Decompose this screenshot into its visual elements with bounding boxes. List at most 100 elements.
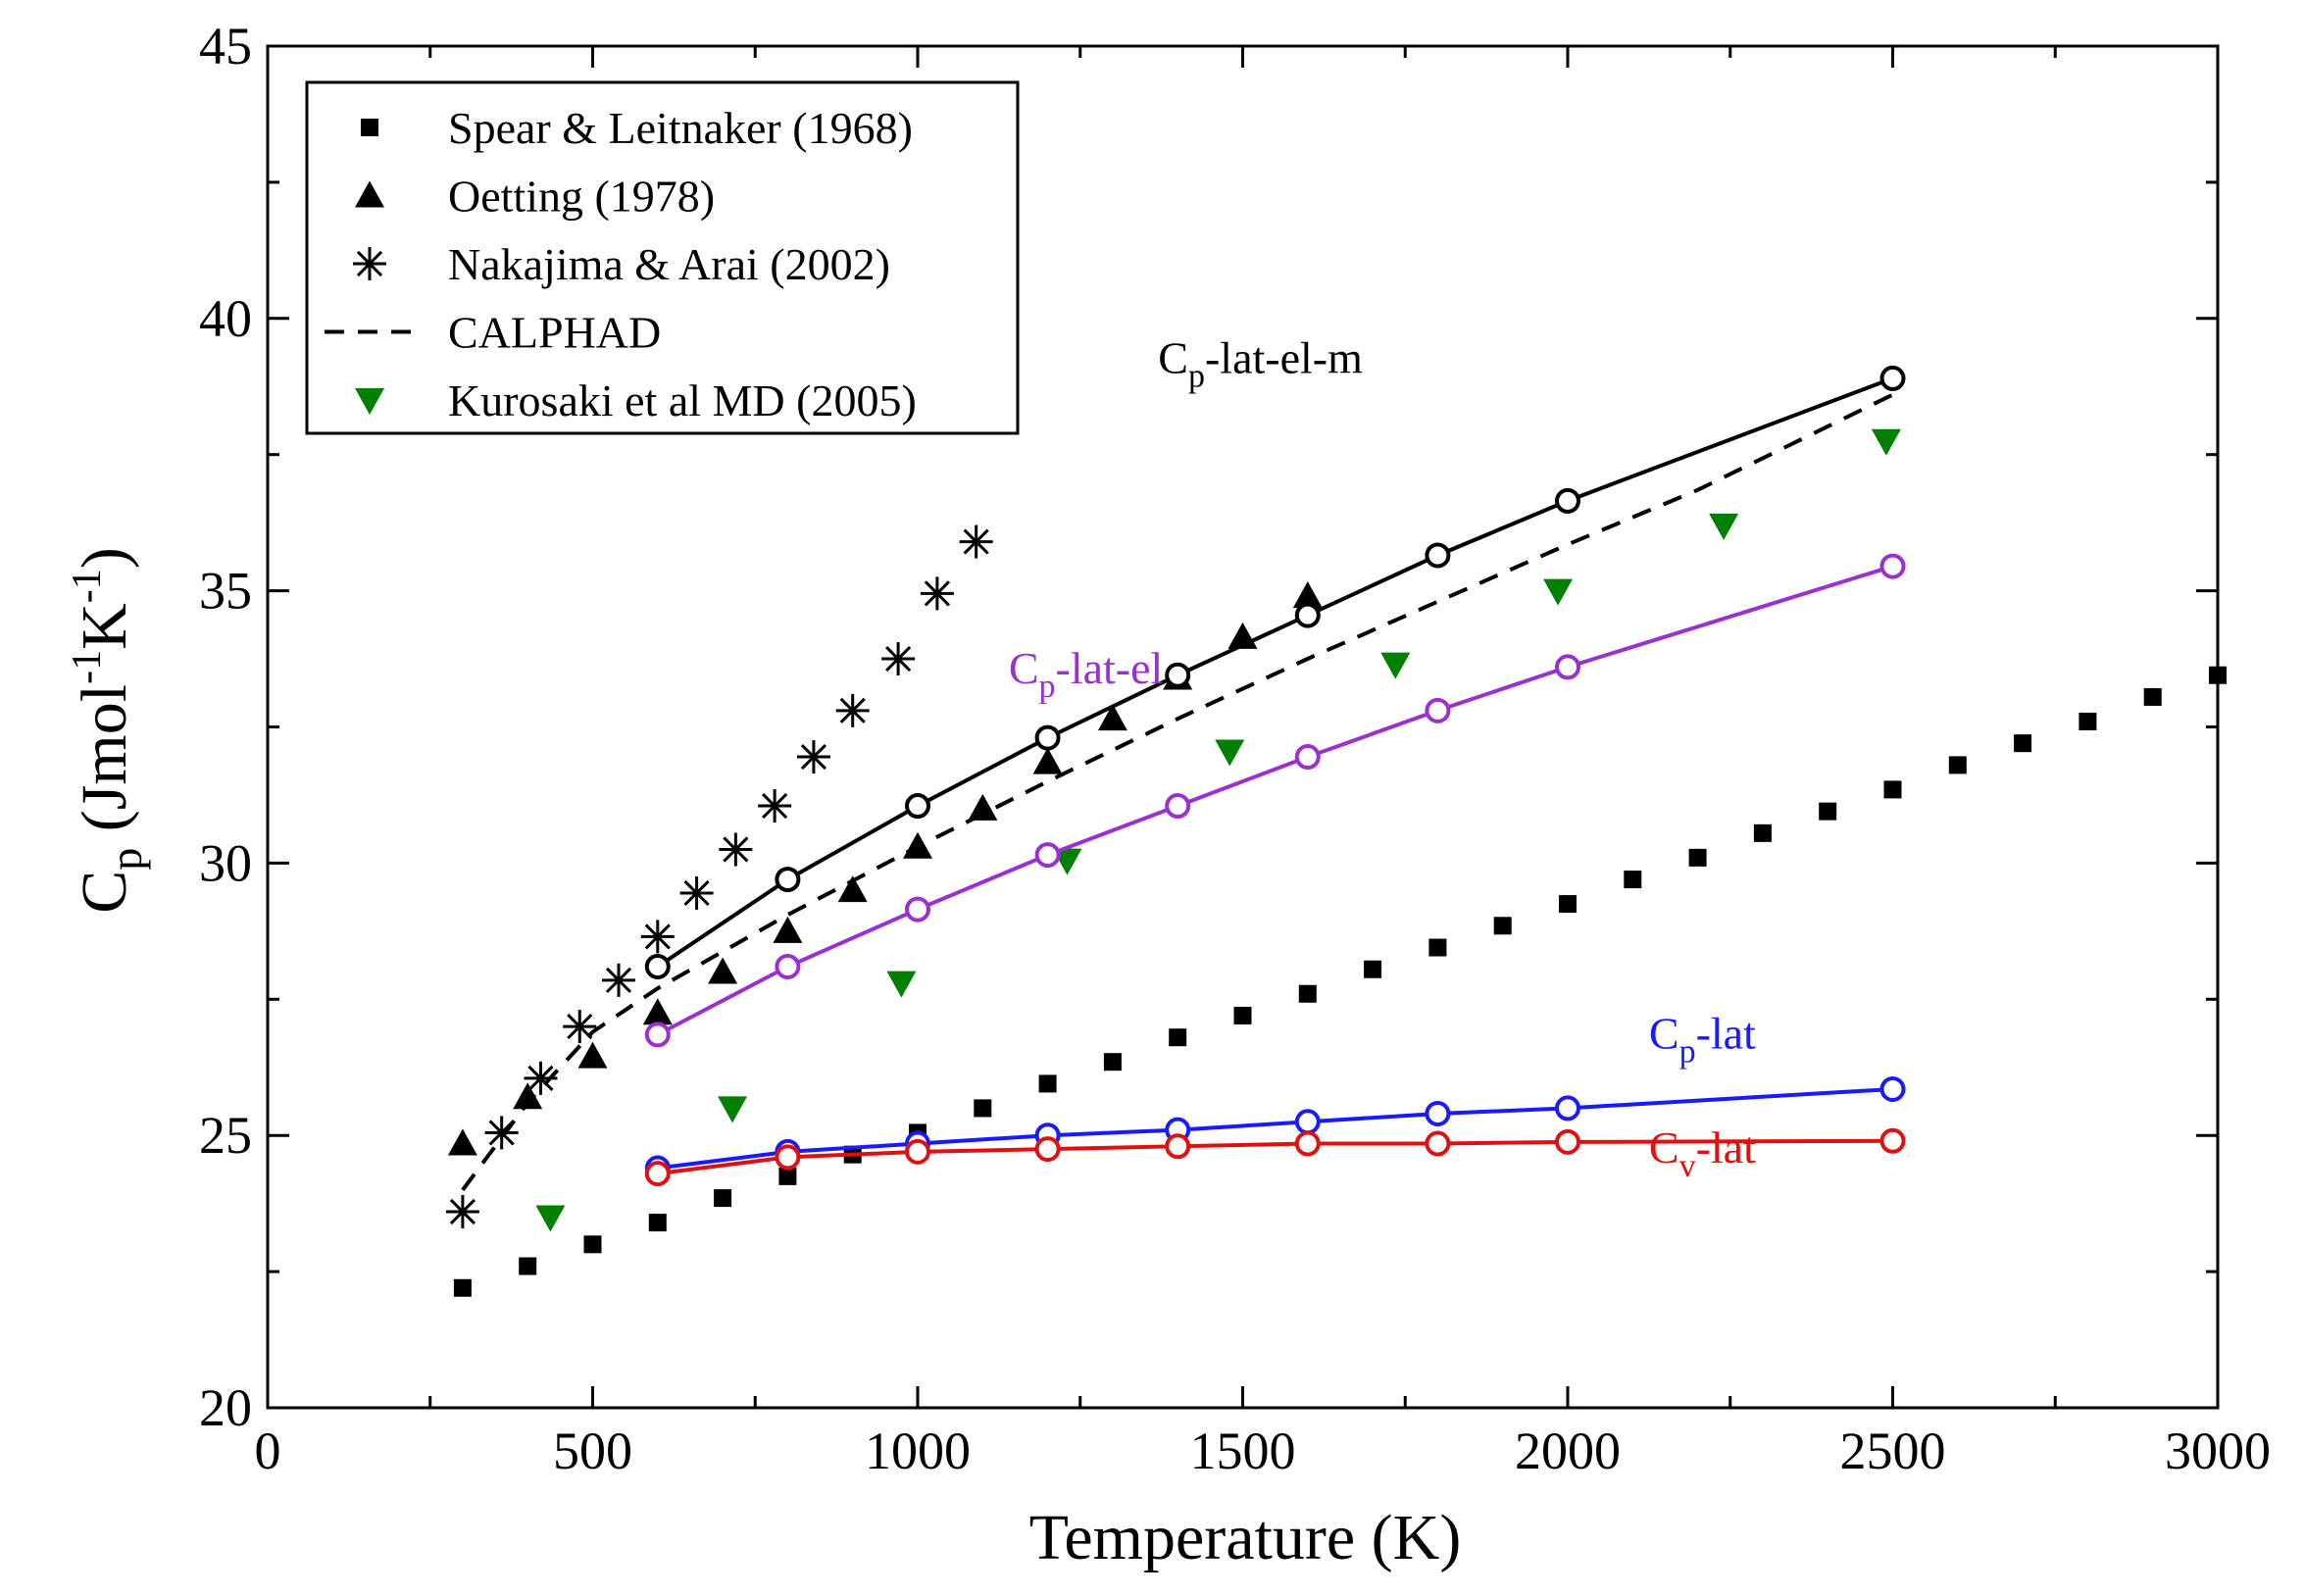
spear-leitnaker-1968-point — [1103, 1053, 1122, 1072]
spear-leitnaker-1968-point — [1624, 871, 1642, 889]
y-title-exp2: -1 — [65, 569, 110, 603]
plot-frame — [266, 44, 2220, 1410]
kurosaki-et-al-md-2005-point — [1543, 578, 1574, 606]
spear-leitnaker-1968-point — [974, 1099, 992, 1118]
series-cp-lat-el — [644, 553, 1906, 1048]
legend-label: Oetting (1978) — [448, 172, 715, 222]
cp-lat-el-point — [1879, 553, 1906, 579]
kurosaki-et-al-md-2005-point — [1709, 513, 1739, 540]
spear-leitnaker-1968-point — [1559, 895, 1577, 914]
spear-leitnaker-1968-point — [1364, 960, 1382, 978]
nakajima-arai-2002-point — [920, 576, 954, 611]
legend-label: Kurosaki et al MD (2005) — [448, 375, 917, 425]
cp-lat-el-point — [1555, 654, 1580, 680]
cv-lat-point — [1034, 1136, 1061, 1163]
cp-lat-el-m-point — [1879, 365, 1906, 391]
nakajima-arai-2002-point — [719, 832, 753, 867]
cp-lat-el-point — [644, 1022, 671, 1048]
cp-lat-el-line — [656, 564, 1894, 1037]
x-tick-label: 1500 — [1190, 1421, 1296, 1480]
y-axis-title: Cp (Jmol-1K-1) — [65, 547, 151, 914]
spear-leitnaker-1968-point — [1038, 1074, 1057, 1093]
cp-lat-point — [1294, 1109, 1321, 1135]
series-oetting-1978 — [447, 581, 1323, 1156]
label-lat-v: Cv-lat — [1649, 1122, 1756, 1184]
spear-leitnaker-1968-point — [714, 1189, 732, 1208]
oetting-1978-point — [1032, 747, 1063, 774]
cp-lat-el-m-point — [775, 867, 801, 893]
nakajima-arai-2002-point — [602, 963, 636, 997]
oetting-1978-point — [773, 916, 803, 943]
legend-swatch — [361, 119, 378, 136]
spear-leitnaker-1968-point — [2143, 687, 2162, 706]
cp-lat-point — [1555, 1095, 1580, 1122]
cp-lat-point — [1425, 1100, 1451, 1126]
y-tick-label: 45 — [199, 17, 252, 75]
nakajima-arai-2002-point — [835, 693, 870, 727]
cp-lat-el-m-point — [1425, 542, 1451, 569]
spear-leitnaker-1968-point — [1298, 984, 1317, 1003]
legend-label: Nakajima & Arai (2002) — [448, 239, 890, 289]
tick-labels: 0 500 1000 1500 2000 2500 3000 20 25 30 35 40 45 — [199, 17, 2271, 1480]
y-tick-label: 30 — [199, 833, 252, 892]
oetting-1978-point — [447, 1128, 477, 1156]
legend-box — [305, 80, 1020, 435]
x-tick-label: 3000 — [2165, 1421, 2271, 1480]
kurosaki-et-al-md-2005-point — [1380, 652, 1411, 679]
kurosaki-et-al-md-2005-point — [886, 971, 917, 998]
cv-lat-point — [1294, 1130, 1321, 1157]
calphad-line — [461, 392, 1894, 1191]
cv-lat-point — [1165, 1133, 1191, 1160]
spear-leitnaker-1968-point — [648, 1214, 667, 1232]
legend-label: CALPHAD — [448, 308, 661, 358]
spear-leitnaker-1968-point — [1688, 848, 1707, 867]
nakajima-arai-2002-point — [445, 1194, 479, 1228]
x-tick-label: 2000 — [1515, 1421, 1621, 1480]
nakajima-arai-2002-point — [881, 642, 916, 676]
spear-leitnaker-1968-point — [519, 1257, 537, 1275]
legend-item: CALPHAD — [325, 308, 661, 358]
legend-swatch — [355, 180, 384, 208]
y-title-sub: p — [101, 848, 151, 871]
spear-leitnaker-1968-point — [453, 1278, 472, 1297]
oetting-1978-point — [642, 998, 673, 1025]
spear-leitnaker-1968-point — [1428, 938, 1447, 957]
spear-leitnaker-1968-point — [778, 1167, 797, 1185]
cp-lat-el-point — [775, 953, 801, 979]
cv-lat-point — [775, 1144, 801, 1171]
spear-leitnaker-1968-point — [1753, 823, 1772, 842]
spear-leitnaker-1968-point — [1233, 1006, 1252, 1024]
y-title-main: C — [69, 871, 140, 914]
y-tick-label: 25 — [199, 1106, 252, 1165]
oetting-1978-point — [577, 1041, 608, 1069]
kurosaki-et-al-md-2005-point — [1215, 739, 1245, 767]
spear-leitnaker-1968-point — [1819, 802, 1837, 821]
legend-item: Kurosaki et al MD (2005) — [355, 375, 917, 425]
legend-item: Spear & Leitnaker (1968) — [361, 103, 913, 153]
spear-leitnaker-1968-point — [1948, 756, 1967, 774]
label-lat-el: Cp-lat-el — [1009, 643, 1164, 705]
spear-leitnaker-1968-point — [1169, 1028, 1187, 1047]
oetting-1978-point — [837, 875, 868, 903]
cv-lat-point — [1555, 1128, 1580, 1155]
legend-item: Oetting (1978) — [355, 172, 715, 222]
series-cp-lat-el-m — [644, 365, 1906, 979]
y-title-exp1: -1 — [65, 650, 110, 684]
x-tick-label: 1000 — [865, 1421, 971, 1480]
data-series — [445, 365, 2227, 1297]
spear-leitnaker-1968-point — [1493, 917, 1512, 935]
oetting-1978-point — [968, 793, 998, 821]
series-annotations: Cp-lat-el-m Cp-lat-el Cp-lat Cv-lat — [1009, 332, 1756, 1184]
cp-lat-el-m-point — [905, 793, 930, 820]
cp-lat-el-point — [905, 896, 930, 923]
x-tick-label: 0 — [255, 1421, 281, 1480]
legend-swatch — [353, 247, 386, 280]
series-calphad — [461, 392, 1894, 1191]
cp-lat-el-m-point — [1294, 602, 1321, 628]
label-lat-el-m: Cp-lat-el-m — [1158, 332, 1363, 394]
spear-leitnaker-1968-point — [2014, 734, 2032, 753]
cp-lat-el-point — [1294, 744, 1321, 771]
cp-lat-el-m-point — [1165, 662, 1191, 688]
y-title-open: (Jmol — [69, 684, 140, 848]
cv-lat-point — [1879, 1127, 1906, 1154]
